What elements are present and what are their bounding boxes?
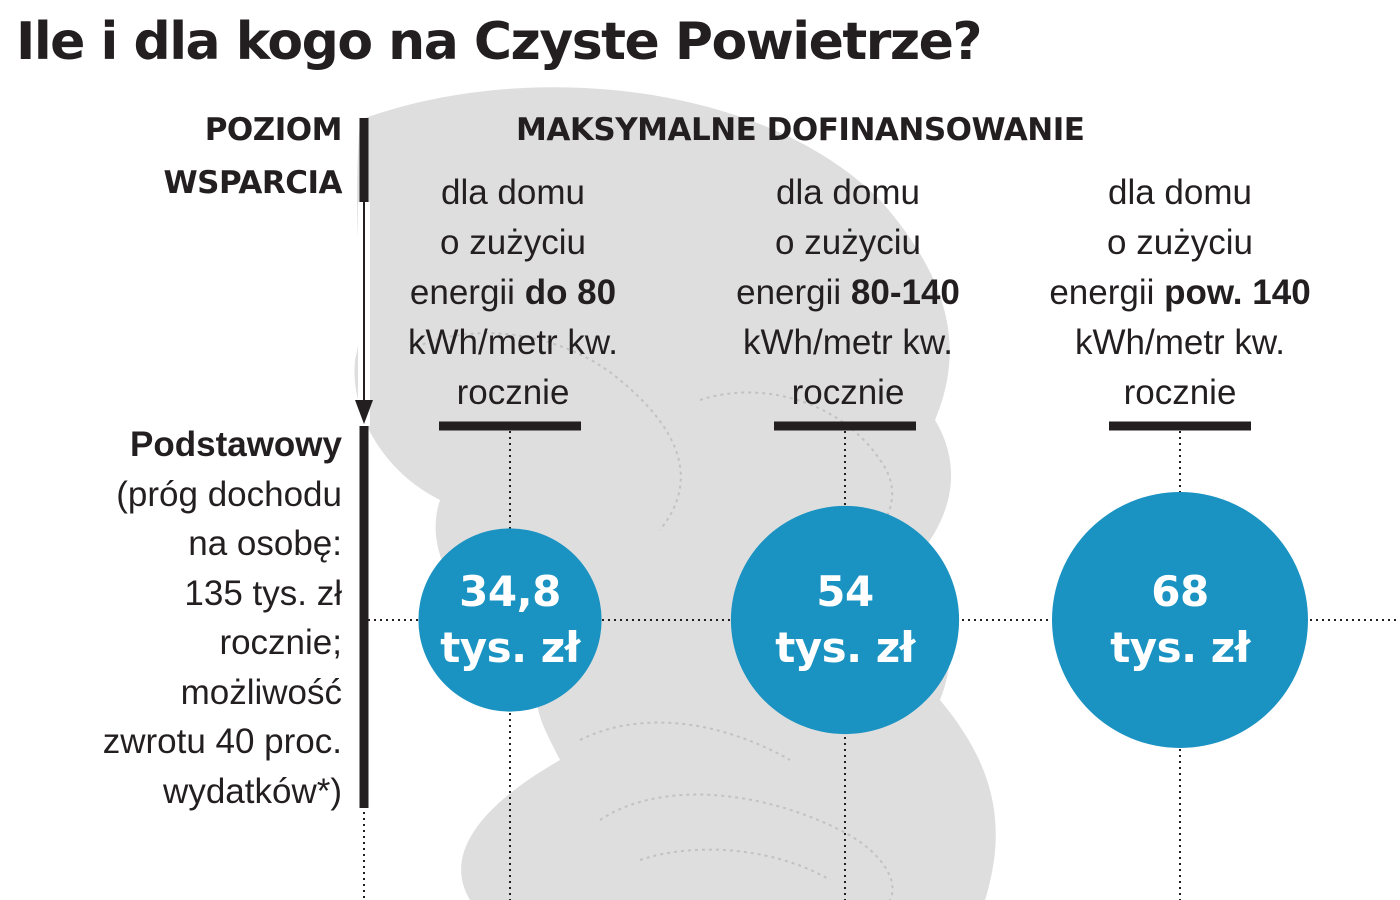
column-header-line: energii pow. 140	[1015, 268, 1345, 318]
level-description-line: 135 tys. zł	[184, 573, 342, 613]
column-header-line: kWh/metr kw.	[742, 323, 954, 362]
column-header-line: energii do 80	[348, 268, 678, 318]
level-description-line: rocznie;	[219, 623, 342, 662]
level-label-podstawowy: Podstawowy (próg dochodu na osobę: 135 t…	[12, 420, 342, 816]
column-header-range: do 80	[524, 273, 617, 312]
level-description-line: zwrotu 40 proc.	[102, 722, 342, 761]
level-description-line: wydatków*)	[163, 771, 342, 811]
column-header-line: o zużyciu	[775, 223, 921, 262]
value-bubble	[730, 505, 960, 735]
column-header-line: o zużyciu	[440, 223, 586, 262]
column-header-prefix: energii	[1049, 273, 1165, 312]
level-header-line-2: WSPARCIA	[163, 165, 342, 201]
column-header-2: dla domu o zużyciu energii 80-140 kWh/me…	[683, 168, 1013, 418]
value-bubble	[418, 528, 602, 712]
level-description-line: możliwość	[180, 672, 342, 712]
column-header-range: pow. 140	[1164, 273, 1311, 312]
level-description-line: na osobę:	[188, 524, 342, 563]
max-funding-header: MAKSYMALNE DOFINANSOWANIE	[516, 112, 1085, 148]
level-name: Podstawowy	[130, 425, 342, 464]
column-header-line: rocznie	[456, 373, 570, 412]
column-header-line: dla domu	[441, 173, 585, 212]
column-header-line: energii 80-140	[683, 268, 1013, 318]
column-header-line: dla domu	[776, 173, 920, 212]
chart-marks	[363, 421, 1400, 900]
column-header-line: kWh/metr kw.	[1074, 323, 1286, 362]
value-bubble	[1052, 492, 1308, 748]
level-description-line: (próg dochodu	[116, 474, 342, 514]
level-axis-arrowhead	[355, 400, 373, 424]
page-title: Ile i dla kogo na Czyste Powietrze?	[16, 12, 983, 72]
column-header-line: kWh/metr kw.	[407, 323, 619, 362]
column-header-3: dla domu o zużyciu energii pow. 140 kWh/…	[1015, 168, 1345, 418]
level-header-line-1: POZIOM	[204, 112, 343, 148]
column-header-1: dla domu o zużyciu energii do 80 kWh/met…	[348, 168, 678, 418]
column-header-line: dla domu	[1108, 173, 1252, 212]
column-header-prefix: energii	[409, 273, 525, 312]
column-header-range: 80-140	[850, 273, 960, 312]
column-header-line: o zużyciu	[1107, 223, 1253, 262]
column-header-line: rocznie	[791, 373, 905, 412]
column-header-prefix: energii	[736, 273, 851, 312]
background-map-contours	[409, 332, 894, 900]
column-header-line: rocznie	[1123, 373, 1237, 412]
